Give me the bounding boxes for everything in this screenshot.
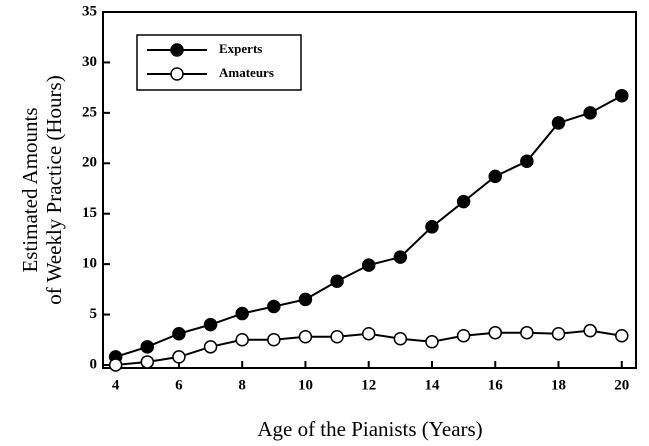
y-tick-label: 5 [90,306,98,322]
y-label-line: Estimated Amounts [18,107,42,272]
data-point [203,317,218,332]
data-point [267,333,281,347]
data-point [488,325,502,340]
x-tick-label: 4 [112,377,120,393]
data-point [330,329,344,344]
data-point [361,326,376,341]
data-point [393,332,408,346]
data-point [235,333,249,347]
data-point [330,274,344,289]
data-point [488,169,502,184]
legend-marker [170,67,184,81]
data-point [298,292,313,307]
data-point [583,106,597,120]
data-point [140,340,155,354]
data-point [551,116,566,130]
data-point [425,220,439,234]
data-point [361,258,376,272]
legend-marker [170,43,184,57]
legend-label: Amateurs [219,65,274,80]
y-tick-label: 15 [82,205,97,221]
y-tick-label: 10 [82,256,97,272]
x-tick-label: 8 [238,377,246,393]
data-point [615,328,629,343]
y-tick-label: 25 [82,104,97,120]
data-point [456,328,471,343]
y-tick-label: 20 [82,155,97,171]
legend-box [136,34,302,91]
y-axis-label: Estimated Amounts of Weekly Practice (Ho… [18,75,66,304]
data-point [456,194,471,209]
x-tick-label: 18 [551,377,566,393]
data-point [615,88,629,103]
data-point [172,326,186,341]
x-tick-label: 12 [361,377,376,393]
y-label-line: of Weekly Practice (Hours) [42,75,66,304]
data-point [393,250,408,264]
data-point [108,358,123,372]
data-point [267,299,281,314]
x-tick-label: 20 [614,377,629,393]
data-point [520,325,534,340]
x-tick-label: 10 [298,377,313,393]
data-point [172,350,186,364]
data-point [235,306,249,321]
data-point [425,335,439,349]
data-point [520,154,534,169]
y-tick-label: 30 [82,54,97,70]
x-tick-label: 6 [175,377,183,393]
data-point [203,340,218,354]
x-axis-label: Age of the Pianists (Years) [257,417,482,441]
x-tick-label: 16 [488,377,504,393]
data-point [551,326,566,341]
series-line [115,94,623,358]
y-tick-label: 35 [82,3,97,19]
legend-label: Experts [219,41,262,56]
data-point [140,355,155,369]
data-point [298,329,313,344]
data-point [583,323,597,338]
y-tick-label: 0 [90,356,98,372]
x-tick-label: 14 [424,377,440,393]
